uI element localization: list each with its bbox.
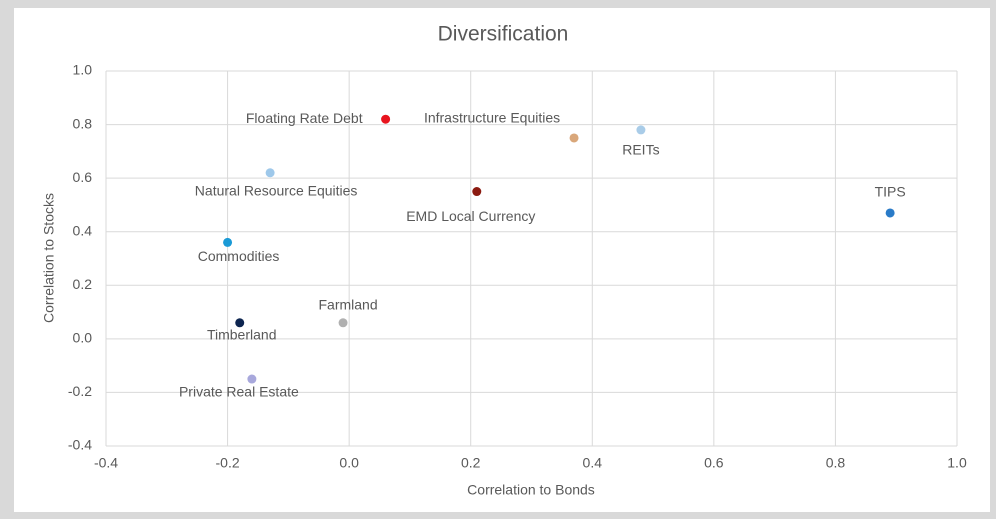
- point-label: Farmland: [318, 296, 377, 312]
- point-label: Infrastructure Equities: [424, 110, 560, 126]
- chart-background: [14, 8, 990, 512]
- point: [247, 374, 257, 384]
- y-tick-label: 0.6: [73, 169, 93, 185]
- point-label: EMD Local Currency: [406, 208, 535, 224]
- point: [265, 168, 275, 178]
- y-tick-label: 1.0: [73, 62, 93, 78]
- y-tick-label: 0.2: [73, 276, 93, 292]
- x-tick-label: 0.2: [461, 455, 481, 471]
- x-tick-label: -0.2: [216, 455, 240, 471]
- x-axis-label: Correlation to Bonds: [467, 482, 595, 498]
- y-tick-label: -0.2: [68, 383, 92, 399]
- point-label: Floating Rate Debt: [246, 110, 363, 126]
- y-tick-label: 0.8: [73, 115, 93, 131]
- point-label: TIPS: [875, 184, 906, 200]
- x-tick-label: 0.8: [826, 455, 846, 471]
- y-tick-label: 0.4: [73, 222, 93, 238]
- point: [338, 318, 348, 328]
- point: [472, 187, 482, 197]
- y-tick-label: -0.4: [68, 437, 92, 453]
- point: [223, 237, 233, 247]
- x-tick-label: 0.0: [339, 455, 359, 471]
- x-tick-label: 1.0: [947, 455, 967, 471]
- x-tick-label: -0.4: [94, 455, 118, 471]
- point: [885, 208, 895, 218]
- point-label: Commodities: [198, 248, 280, 264]
- y-tick-label: 0.0: [73, 330, 93, 346]
- point: [381, 114, 391, 124]
- y-axis-label: Correlation to Stocks: [41, 193, 57, 323]
- point-label: Timberland: [207, 326, 277, 342]
- x-tick-label: 0.4: [583, 455, 603, 471]
- point-label: REITs: [622, 142, 659, 158]
- point: [636, 125, 646, 135]
- point: [569, 133, 579, 143]
- point-label: Private Real Estate: [179, 384, 299, 400]
- point: [235, 318, 245, 328]
- x-tick-label: 0.6: [704, 455, 724, 471]
- point-label: Natural Resource Equities: [195, 182, 358, 198]
- chart-title: Diversification: [438, 23, 569, 46]
